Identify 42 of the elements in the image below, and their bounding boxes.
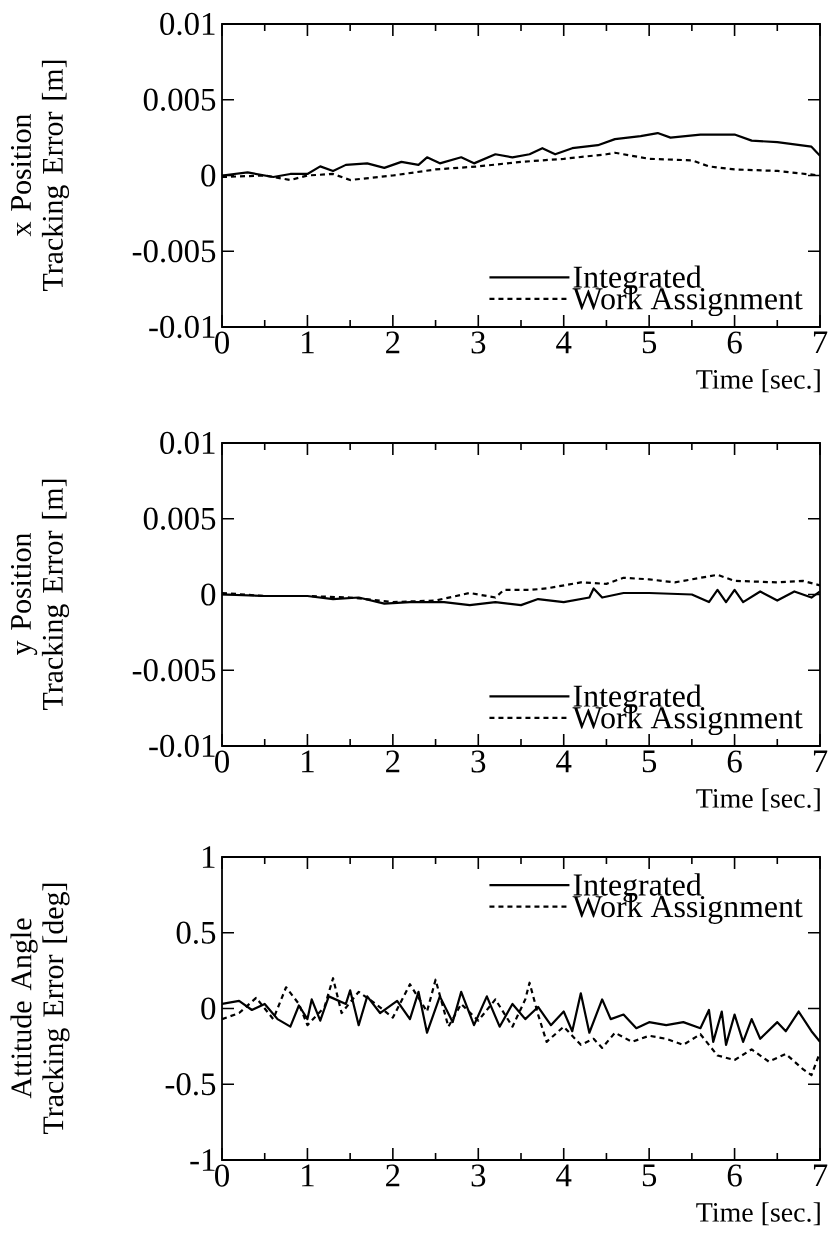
y-tick-label: -0.5 — [165, 1073, 216, 1096]
x-tick-label: 1 — [302, 331, 314, 354]
x-tick-label: 1 — [302, 750, 314, 773]
x-axis-title: Time [sec.] — [696, 788, 820, 812]
y-axis-title: Attitude Angle Tracking Error [deg] — [10, 883, 70, 1134]
y-tick-label: 0.5 — [176, 921, 216, 944]
x-tick-label: 2 — [386, 331, 400, 354]
x-tick-label: 3 — [471, 1164, 486, 1187]
y-tick-label: 0.01 — [160, 12, 215, 36]
y-tick-label: -1 — [190, 1149, 215, 1171]
x-tick-label: 7 — [813, 750, 828, 773]
x-tick-label: 1 — [302, 1164, 314, 1187]
y-axis-title: y Position Tracking Error [m] — [10, 479, 70, 710]
x-tick-label: 3 — [471, 750, 486, 773]
y-tick-label: 0 — [201, 164, 216, 187]
x-tick-label: 4 — [556, 750, 572, 773]
y-tick-label: 0 — [201, 997, 216, 1020]
x-tick-label: 7 — [813, 1164, 828, 1187]
x-tick-label: 3 — [471, 331, 486, 354]
x-tick-label: 4 — [556, 1164, 572, 1187]
y-tick-label: 0.005 — [143, 88, 216, 111]
x-tick-label: 6 — [727, 331, 742, 354]
x-tick-label: 4 — [556, 331, 572, 354]
y-tick-label: -0.01 — [149, 315, 215, 339]
y-tick-label: -0.01 — [149, 734, 215, 758]
y-tick-label: -0.005 — [132, 240, 216, 263]
x-tick-label: 5 — [642, 1164, 657, 1187]
x-tick-label: 5 — [642, 750, 657, 773]
y-tick-label: 0.005 — [143, 507, 216, 530]
y-tick-label: 0 — [201, 583, 216, 606]
x-tick-label: 2 — [386, 750, 400, 773]
x-tick-label: 2 — [386, 1164, 400, 1187]
x-axis-title: Time [sec.] — [696, 1202, 820, 1226]
x-axis-title: Time [sec.] — [696, 369, 820, 393]
x-tick-label: 6 — [727, 1164, 742, 1187]
y-tick-label: 0.01 — [160, 431, 215, 455]
y-tick-label: -0.005 — [132, 659, 216, 682]
y-axis-title: x Position Tracking Error [m] — [10, 60, 70, 291]
y-tick-label: 1 — [202, 846, 215, 868]
x-tick-label: 6 — [727, 750, 742, 773]
x-tick-label: 7 — [813, 331, 828, 354]
x-tick-label: 5 — [642, 331, 657, 354]
